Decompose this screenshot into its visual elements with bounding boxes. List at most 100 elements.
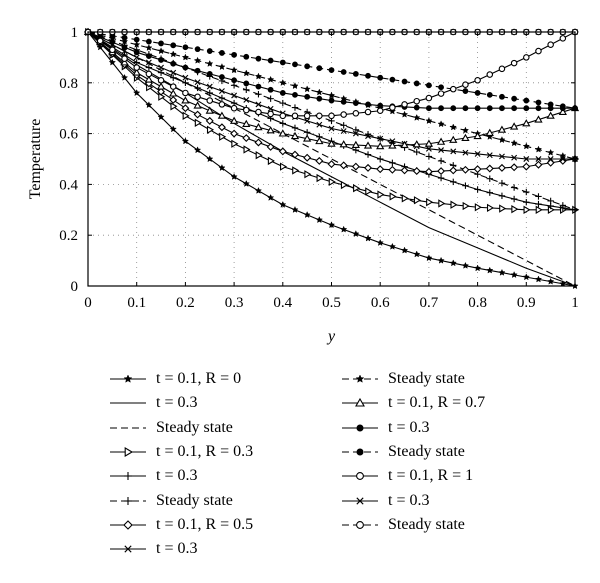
data-point [170,74,177,81]
data-point [364,108,372,116]
data-point [255,83,262,90]
data-point [231,139,239,148]
data-point [509,122,519,130]
data-point [352,100,359,107]
data-point [474,150,481,157]
data-point [486,152,493,159]
data-point [388,141,397,149]
data-point [170,69,177,76]
data-point [157,76,165,84]
data-point [352,130,359,137]
data-point [229,116,239,124]
data-point [413,148,420,156]
data-point [291,124,299,132]
data-point [315,88,323,96]
legend-label: Steady state [388,370,465,387]
data-point [413,250,421,258]
data-point [389,192,397,201]
series-3-steady-state [87,31,576,287]
x-tick-label: 0.8 [468,295,487,311]
y-tick-label: 1 [71,25,79,41]
x-tick-label: 0 [84,295,92,311]
data-point [328,97,335,104]
data-point [449,123,457,131]
data-point [461,165,470,174]
data-point [534,160,543,169]
series-1-t-0-1-r-0-markers [84,28,579,290]
data-point [558,156,567,165]
data-point [523,105,530,112]
data-point [449,166,458,175]
data-point [438,105,444,112]
data-point [316,173,324,183]
data-point [559,103,566,110]
data-point [363,141,373,149]
data-point [365,133,371,140]
data-point [547,101,554,108]
data-point [364,163,373,172]
data-point [485,128,494,136]
data-point [278,147,287,156]
legend-label: t = 0.1, R = 0 [156,370,242,387]
data-point [219,132,227,141]
data-point [377,74,384,81]
legend-label: t = 0.1, R = 0.5 [156,515,254,533]
data-point [534,145,543,153]
data-point [182,79,189,86]
series-9-steady-state [84,28,579,163]
data-point [291,82,299,90]
legend-item-11: t = 0.3 [340,417,429,439]
data-point [522,162,531,171]
series-3-steady-state-line [87,31,576,287]
data-point [401,101,408,108]
data-point [145,44,153,51]
data-point [243,80,250,87]
data-point [425,145,432,152]
data-point [206,48,213,54]
data-point [327,91,336,99]
data-point [424,167,433,176]
data-point [352,230,360,238]
legend-symbol [110,402,146,404]
data-point [255,91,262,98]
data-point [280,162,288,171]
legend-label: t = 0.1, R = 1 [388,467,474,485]
data-point [267,110,274,118]
data-point [145,59,152,66]
data-point [473,165,482,174]
data-point [121,44,128,51]
data-point [181,137,190,145]
data-point [486,189,493,196]
data-point [412,140,421,148]
data-point [231,51,238,58]
legend-item-13: t = 0.1, R = 1 [340,465,473,487]
data-point [255,151,263,160]
data-point [242,134,251,143]
data-point [181,104,190,113]
data-point [315,216,323,224]
data-point [181,53,190,61]
legend-symbol [110,427,146,429]
data-point [376,238,384,246]
data-point [546,148,555,156]
data-point [534,275,543,283]
data-point [351,162,360,171]
data-point [303,112,311,120]
data-point [206,59,214,67]
data-point [389,76,396,83]
data-point [267,95,274,102]
data-point [217,123,226,132]
legend-item-4: t = 0.1, R = 0.3 [108,441,253,463]
data-point [327,221,336,229]
data-point [194,79,201,86]
data-point [231,92,238,99]
data-point [169,50,177,58]
data-point [304,117,311,124]
data-point [304,93,311,100]
series-9-steady-state-markers [84,28,579,163]
x-tick-label: 0.9 [517,295,536,311]
data-point [449,85,457,93]
data-point [389,104,396,111]
data-point [535,47,542,55]
data-point [546,277,555,285]
